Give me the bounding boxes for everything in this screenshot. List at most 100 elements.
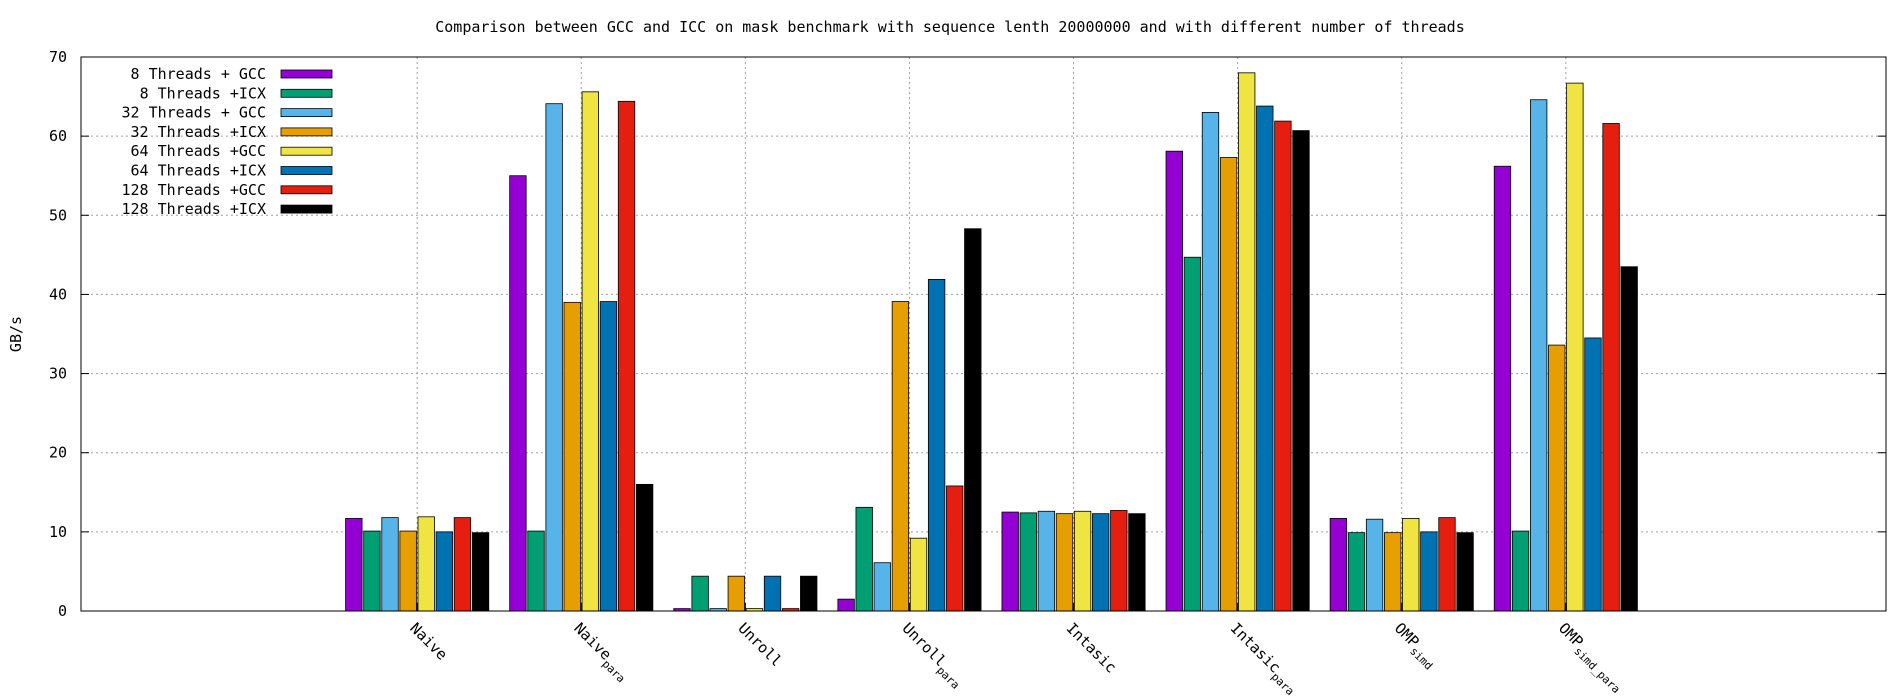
bar xyxy=(909,537,928,612)
y-tick-label: 30 xyxy=(49,365,67,383)
legend-item: 64 Threads +ICX xyxy=(131,162,333,180)
bar xyxy=(417,516,435,612)
bar xyxy=(1329,518,1348,612)
series-5 xyxy=(417,72,1584,612)
bar xyxy=(1347,532,1366,612)
series-1 xyxy=(345,150,1512,612)
y-tick-label: 10 xyxy=(49,523,67,541)
category-labels: Naive Naivepara Unroll Unrollpara Intasic Int… xyxy=(406,619,1629,698)
legend-item: 128 Threads +GCC xyxy=(122,181,333,199)
legend-item: 8 Threads +ICX xyxy=(140,84,333,102)
legend-label: 64 Threads +GCC xyxy=(131,142,266,160)
bar xyxy=(1238,72,1256,612)
legend-item: 32 Threads + GCC xyxy=(122,104,333,122)
legend-label: 8 Threads + GCC xyxy=(131,65,266,83)
bar xyxy=(1092,513,1110,612)
bar xyxy=(1365,518,1384,612)
bar xyxy=(345,518,363,612)
series-4 xyxy=(399,157,1566,612)
bar xyxy=(635,483,654,612)
y-tick-label: 50 xyxy=(49,206,67,224)
bar xyxy=(545,103,563,612)
plot-frame xyxy=(80,56,1887,612)
legend-swatch xyxy=(280,204,333,214)
y-tick-labels: 0 10 20 30 40 50 60 70 xyxy=(49,48,67,620)
bar xyxy=(964,228,982,612)
bar xyxy=(1566,82,1584,612)
legend-label: 128 Threads +GCC xyxy=(122,181,267,199)
bar xyxy=(1620,266,1638,612)
bar xyxy=(1602,123,1620,612)
series-7 xyxy=(453,100,1620,612)
bar xyxy=(471,532,490,612)
bar xyxy=(1530,99,1548,612)
bar xyxy=(399,530,417,612)
bar xyxy=(1019,512,1037,612)
legend-swatch xyxy=(280,69,333,79)
legend-item: 64 Threads +GCC xyxy=(131,142,333,160)
bar xyxy=(763,575,782,612)
legend-item: 32 Threads +ICX xyxy=(131,123,333,141)
bar xyxy=(1128,513,1146,612)
legend-label: 8 Threads +ICX xyxy=(140,84,266,102)
bar xyxy=(1073,510,1092,612)
category-label: OMPsimd_para xyxy=(1552,619,1629,696)
bar xyxy=(509,175,527,612)
y-tick-label: 40 xyxy=(49,285,67,303)
bar xyxy=(1219,157,1238,612)
legend-swatch xyxy=(280,108,333,117)
bar xyxy=(1493,165,1512,612)
bar xyxy=(617,100,636,612)
bar xyxy=(363,530,381,612)
category-label: Unroll xyxy=(735,619,786,670)
bar xyxy=(435,531,453,612)
bar xyxy=(927,278,946,612)
bar xyxy=(1001,511,1019,612)
bar xyxy=(1201,112,1220,612)
bar xyxy=(381,517,399,612)
bar xyxy=(581,91,599,612)
bar xyxy=(1456,532,1474,612)
chart-title: Comparison between GCC and ICC on mask b… xyxy=(435,18,1465,36)
bar xyxy=(1511,530,1530,612)
bar xyxy=(727,575,745,612)
bar xyxy=(1037,510,1056,612)
bar xyxy=(1584,337,1602,612)
bar xyxy=(1384,532,1402,612)
bar xyxy=(1183,256,1202,612)
bar xyxy=(1402,518,1420,612)
axes xyxy=(80,56,1887,612)
legend-label: 64 Threads +ICX xyxy=(131,162,266,180)
y-tick-label: 0 xyxy=(58,602,67,620)
bar xyxy=(891,301,910,612)
bar xyxy=(453,517,472,612)
series-3 xyxy=(381,99,1548,612)
bar xyxy=(1165,150,1183,612)
category-label: Intasic xyxy=(1063,619,1120,676)
series-8 xyxy=(471,130,1638,612)
legend-swatch xyxy=(280,127,333,137)
series-2 xyxy=(363,256,1530,612)
bar xyxy=(1256,105,1274,612)
bar xyxy=(855,506,873,612)
legend-label: 32 Threads + GCC xyxy=(122,104,267,122)
bar xyxy=(563,301,581,612)
legend-swatch xyxy=(280,88,333,98)
bar xyxy=(527,530,545,612)
category-label: Naive xyxy=(406,619,451,664)
bar xyxy=(1274,120,1292,612)
legend-label: 128 Threads +ICX xyxy=(122,200,267,218)
bar xyxy=(599,301,618,612)
category-label: OMPsimd xyxy=(1388,619,1441,672)
bar xyxy=(1110,510,1128,612)
legend-item: 128 Threads +ICX xyxy=(122,200,333,218)
bar xyxy=(873,562,891,612)
bar xyxy=(691,575,709,612)
legend-swatch xyxy=(280,185,333,195)
y-tick-label: 70 xyxy=(49,48,67,66)
category-label: Unrollpara xyxy=(896,619,969,692)
bar xyxy=(1292,130,1310,612)
bar xyxy=(1055,513,1074,612)
bar xyxy=(1438,517,1456,612)
